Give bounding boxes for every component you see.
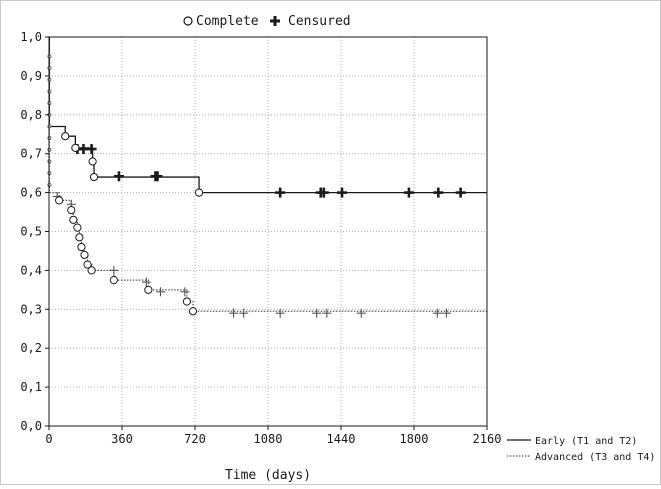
- x-axis-title: Time (days): [225, 468, 311, 483]
- complete-marker: [80, 250, 89, 259]
- y-tick-label: 0,0: [20, 419, 42, 433]
- complete-marker: [188, 307, 198, 316]
- censored-marker: [433, 187, 444, 198]
- x-tick-label: 2160: [473, 432, 502, 446]
- complete-marker: [67, 206, 76, 215]
- censored-marker: [322, 308, 332, 318]
- censored-marker: [318, 187, 329, 198]
- complete-marker: [194, 188, 204, 197]
- top-legend: Complete Censured: [183, 14, 351, 29]
- censored-marker: [239, 308, 249, 318]
- censured-legend-label: Censured: [288, 14, 351, 29]
- series-advanced: [48, 36, 487, 318]
- complete-marker: [77, 242, 86, 252]
- censured-legend-marker: [270, 16, 280, 26]
- x-tick-label: 1080: [254, 432, 283, 446]
- censored-marker: [356, 308, 366, 318]
- censored-marker: [337, 187, 348, 198]
- censored-marker: [441, 308, 451, 318]
- x-tick-label: 1800: [400, 432, 429, 446]
- censored-marker: [156, 287, 166, 297]
- y-tick-label: 0,7: [20, 147, 42, 161]
- y-tick-label: 0,6: [20, 186, 42, 200]
- complete-marker: [61, 132, 70, 141]
- censored-marker: [180, 287, 190, 297]
- censored-marker: [432, 308, 442, 318]
- series-legend: Early (T1 and T2) Advanced (T3 and T4): [507, 436, 655, 463]
- censored-marker: [113, 171, 124, 182]
- complete-marker: [71, 143, 80, 152]
- censored-marker: [141, 277, 151, 287]
- y-tick-label: 1,0: [20, 30, 42, 44]
- complete-marker: [89, 172, 99, 182]
- y-tick-label: 0,1: [20, 380, 42, 394]
- x-tick-label: 1440: [327, 432, 356, 446]
- complete-marker: [88, 157, 97, 166]
- complete-marker: [109, 276, 118, 285]
- y-tick-label: 0,9: [20, 69, 42, 83]
- y-tick-label: 0,4: [20, 263, 42, 277]
- censored-marker: [312, 308, 322, 318]
- censored-marker: [455, 187, 466, 198]
- censored-marker: [275, 187, 286, 198]
- y-tick-label: 0,2: [20, 341, 42, 355]
- censored-marker: [275, 308, 285, 318]
- complete-marker: [87, 266, 96, 275]
- legend-label-early: Early (T1 and T2): [535, 436, 637, 447]
- plot-area: [47, 36, 488, 427]
- legend-label-advanced: Advanced (T3 and T4): [535, 452, 655, 463]
- series-early: [48, 36, 487, 198]
- axes: 0 360 720 1080 1440 1800 2160 0,0 0,1 0,2 0,3 0,4 0,…: [20, 30, 501, 446]
- complete-marker: [83, 260, 92, 269]
- complete-legend-label: Complete: [196, 14, 259, 29]
- complete-marker: [75, 233, 84, 242]
- censored-marker: [403, 187, 414, 198]
- complete-marker: [69, 215, 78, 224]
- censored-marker: [152, 171, 163, 182]
- y-tick-label: 0,8: [20, 108, 42, 122]
- complete-legend-marker: [183, 16, 193, 26]
- complete-marker: [73, 223, 82, 232]
- censored-marker: [229, 308, 239, 318]
- x-tick-label: 360: [111, 432, 133, 446]
- complete-marker: [55, 196, 64, 205]
- complete-marker: [144, 285, 153, 294]
- y-tick-label: 0,3: [20, 302, 42, 316]
- complete-marker: [182, 297, 191, 306]
- censored-marker: [109, 265, 119, 275]
- y-tick-label: 0,5: [20, 225, 42, 239]
- censored-marker: [86, 144, 97, 155]
- x-tick-label: 0: [45, 432, 52, 446]
- x-tick-label: 720: [184, 432, 206, 446]
